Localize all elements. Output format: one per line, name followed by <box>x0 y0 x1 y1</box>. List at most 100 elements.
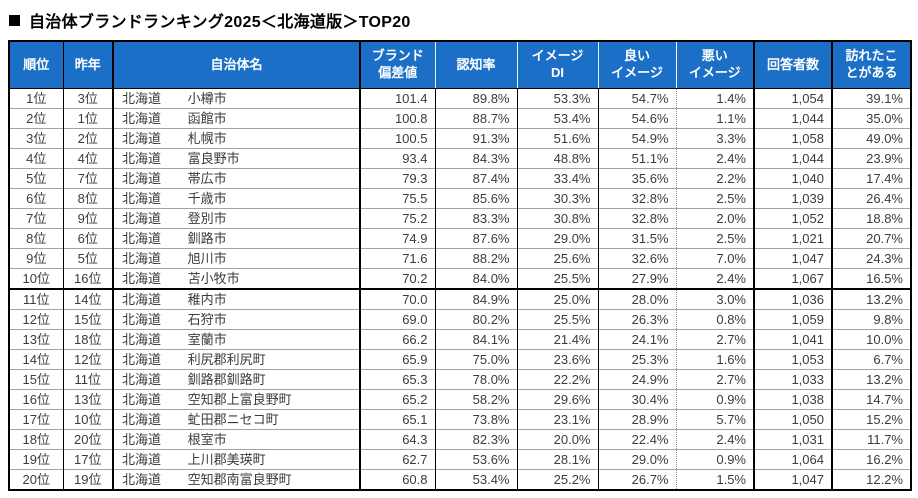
municipality-cell: 北海道 釧路市 <box>112 228 360 249</box>
table-row: 16位 13位 北海道 空知郡上富良野町 65.2 58.2% 29.6% 30… <box>9 389 911 410</box>
bad-image-cell: 7.0% <box>675 248 754 269</box>
brand-score-cell: 65.1 <box>359 409 435 430</box>
image-di-cell: 25.2% <box>516 469 598 490</box>
prefecture-label: 北海道 <box>122 271 162 286</box>
municipality-label: 小樽市 <box>187 91 227 106</box>
image-di-cell: 53.3% <box>516 88 598 109</box>
visited-cell: 13.2% <box>831 369 911 390</box>
title-bullet-icon <box>9 14 20 26</box>
bad-image-cell: 2.7% <box>675 329 754 350</box>
municipality-cell: 北海道 旭川市 <box>112 248 360 269</box>
table-row: 15位 11位 北海道 釧路郡釧路町 65.3 78.0% 22.2% 24.9… <box>9 369 911 390</box>
bad-image-cell: 1.1% <box>675 108 754 129</box>
table-row: 13位 18位 北海道 室蘭市 66.2 84.1% 21.4% 24.1% 2… <box>9 329 911 350</box>
brand-score-cell: 65.3 <box>359 369 435 390</box>
municipality-label: 釧路市 <box>187 231 227 246</box>
recognition-rate-cell: 83.3% <box>434 208 517 229</box>
image-di-cell: 23.1% <box>516 409 598 430</box>
good-image-cell: 22.4% <box>597 429 676 450</box>
last-year-cell: 18位 <box>62 329 113 350</box>
bad-image-cell: 2.4% <box>675 268 754 290</box>
recognition-rate-cell: 85.6% <box>434 188 517 209</box>
bad-image-cell: 5.7% <box>675 409 754 430</box>
respondents-cell: 1,054 <box>753 88 832 109</box>
last-year-cell: 14位 <box>62 288 113 310</box>
respondents-cell: 1,052 <box>753 208 832 229</box>
good-image-cell: 24.1% <box>597 329 676 350</box>
col-header-image-di: イメージ DI <box>516 41 598 89</box>
last-year-cell: 19位 <box>62 469 113 490</box>
image-di-cell: 33.4% <box>516 168 598 189</box>
col-header-last-year: 昨年 <box>62 41 113 89</box>
ranking-table: 順位 昨年 自治体名 ブランド 偏差値 認知率 イメージ DI 良い イメージ … <box>8 40 912 491</box>
recognition-rate-cell: 84.0% <box>434 268 517 290</box>
bad-image-cell: 0.8% <box>675 309 754 330</box>
prefecture-label: 北海道 <box>122 372 162 387</box>
visited-cell: 39.1% <box>831 88 911 109</box>
recognition-rate-cell: 58.2% <box>434 389 517 410</box>
good-image-cell: 26.7% <box>597 469 676 490</box>
municipality-label: 上川郡美瑛町 <box>187 452 266 467</box>
municipality-cell: 北海道 虻田郡ニセコ町 <box>112 409 360 430</box>
respondents-cell: 1,031 <box>753 429 832 450</box>
last-year-cell: 16位 <box>62 268 113 290</box>
brand-score-cell: 69.0 <box>359 309 435 330</box>
municipality-label: 苫小牧市 <box>187 271 240 286</box>
table-row: 4位 4位 北海道 富良野市 93.4 84.3% 48.8% 51.1% 2.… <box>9 148 911 169</box>
rank-cell: 15位 <box>9 369 63 390</box>
prefecture-label: 北海道 <box>122 472 162 487</box>
bad-image-cell: 2.7% <box>675 369 754 390</box>
visited-cell: 6.7% <box>831 349 911 370</box>
bad-image-cell: 0.9% <box>675 449 754 470</box>
rank-cell: 2位 <box>9 108 63 129</box>
municipality-cell: 北海道 稚内市 <box>112 288 360 310</box>
municipality-cell: 北海道 石狩市 <box>112 309 360 330</box>
table-row: 17位 10位 北海道 虻田郡ニセコ町 65.1 73.8% 23.1% 28.… <box>9 409 911 430</box>
prefecture-label: 北海道 <box>122 392 162 407</box>
prefecture-label: 北海道 <box>122 312 162 327</box>
last-year-cell: 3位 <box>62 88 113 109</box>
municipality-cell: 北海道 札幌市 <box>112 128 360 149</box>
image-di-cell: 48.8% <box>516 148 598 169</box>
municipality-cell: 北海道 帯広市 <box>112 168 360 189</box>
municipality-cell: 北海道 登別市 <box>112 208 360 229</box>
respondents-cell: 1,067 <box>753 268 832 290</box>
municipality-label: 室蘭市 <box>187 332 227 347</box>
municipality-label: 稚内市 <box>187 292 227 307</box>
visited-cell: 10.0% <box>831 329 911 350</box>
municipality-cell: 北海道 室蘭市 <box>112 329 360 350</box>
brand-score-cell: 100.8 <box>359 108 435 129</box>
visited-cell: 49.0% <box>831 128 911 149</box>
col-header-recognition: 認知率 <box>434 41 517 89</box>
last-year-cell: 13位 <box>62 389 113 410</box>
brand-score-cell: 66.2 <box>359 329 435 350</box>
municipality-label: 富良野市 <box>187 151 240 166</box>
rank-cell: 5位 <box>9 168 63 189</box>
respondents-cell: 1,059 <box>753 309 832 330</box>
municipality-label: 空知郡南富良野町 <box>187 472 292 487</box>
municipality-label: 虻田郡ニセコ町 <box>187 412 279 427</box>
last-year-cell: 11位 <box>62 369 113 390</box>
municipality-label: 登別市 <box>187 211 227 226</box>
bad-image-cell: 1.4% <box>675 88 754 109</box>
brand-score-cell: 79.3 <box>359 168 435 189</box>
visited-cell: 13.2% <box>831 288 911 310</box>
brand-score-cell: 70.0 <box>359 288 435 310</box>
bad-image-cell: 0.9% <box>675 389 754 410</box>
respondents-cell: 1,021 <box>753 228 832 249</box>
image-di-cell: 21.4% <box>516 329 598 350</box>
image-di-cell: 51.6% <box>516 128 598 149</box>
table-row: 5位 7位 北海道 帯広市 79.3 87.4% 33.4% 35.6% 2.2… <box>9 168 911 189</box>
prefecture-label: 北海道 <box>122 171 162 186</box>
table-row: 6位 8位 北海道 千歳市 75.5 85.6% 30.3% 32.8% 2.5… <box>9 188 911 209</box>
prefecture-label: 北海道 <box>122 292 162 307</box>
visited-cell: 35.0% <box>831 108 911 129</box>
recognition-rate-cell: 88.7% <box>434 108 517 129</box>
table-row: 3位 2位 北海道 札幌市 100.5 91.3% 51.6% 54.9% 3.… <box>9 128 911 149</box>
rank-cell: 12位 <box>9 309 63 330</box>
table-row: 7位 9位 北海道 登別市 75.2 83.3% 30.8% 32.8% 2.0… <box>9 208 911 229</box>
header-row: 順位 昨年 自治体名 ブランド 偏差値 認知率 イメージ DI 良い イメージ … <box>9 41 911 89</box>
prefecture-label: 北海道 <box>122 191 162 206</box>
visited-cell: 23.9% <box>831 148 911 169</box>
brand-score-cell: 71.6 <box>359 248 435 269</box>
